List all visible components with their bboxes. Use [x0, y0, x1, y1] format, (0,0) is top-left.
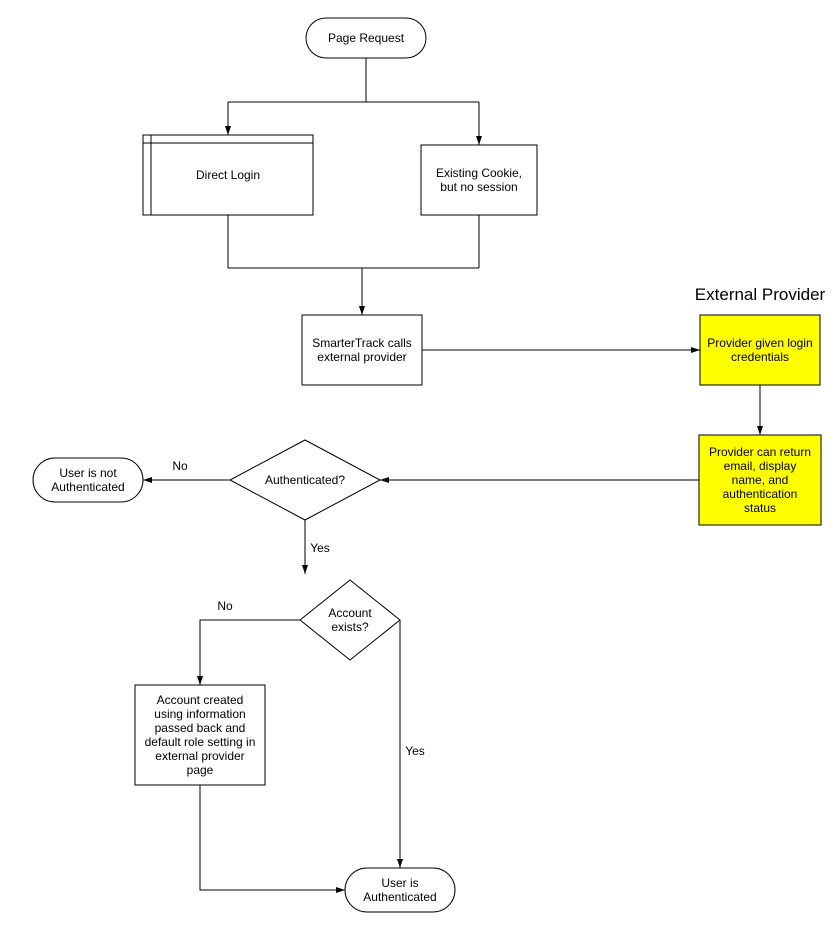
node-label-authenticated: Authenticated? [265, 473, 345, 487]
edge-label-12: Yes [310, 541, 330, 555]
node-authenticated: Authenticated? [230, 440, 380, 520]
node-prov_return: Provider can returnemail, displayname, a… [699, 435, 821, 525]
flowchart-canvas: External Provider No Yes No Yes Page Request D… [0, 0, 839, 938]
edge-label-11: No [172, 459, 188, 473]
node-existing_cookie: Existing Cookie,but no session [421, 145, 537, 215]
node-not_auth: User is notAuthenticated [33, 458, 143, 502]
edge-label-15: Yes [405, 744, 425, 758]
section-title-external-provider: External Provider [695, 285, 826, 304]
node-page_request: Page Request [306, 18, 426, 58]
node-label-account_exists: Accountexists? [328, 606, 372, 634]
edge-14 [200, 620, 300, 685]
node-prov_login: Provider given logincredentials [700, 315, 820, 385]
node-account_created: Account createdusing informationpassed b… [135, 685, 265, 785]
node-label-st_calls: SmarterTrack callsexternal provider [312, 336, 412, 364]
node-label-existing_cookie: Existing Cookie,but no session [436, 166, 522, 194]
node-label-page_request: Page Request [328, 31, 405, 45]
edge-16 [200, 785, 345, 890]
node-label-not_auth: User is notAuthenticated [51, 466, 124, 494]
node-direct_login: Direct Login [143, 135, 313, 215]
edge-label-14: No [217, 599, 233, 613]
node-st_calls: SmarterTrack callsexternal provider [302, 315, 422, 385]
node-account_exists: Accountexists? [300, 580, 400, 660]
node-label-direct_login: Direct Login [196, 168, 260, 182]
node-user_auth: User isAuthenticated [345, 868, 455, 912]
